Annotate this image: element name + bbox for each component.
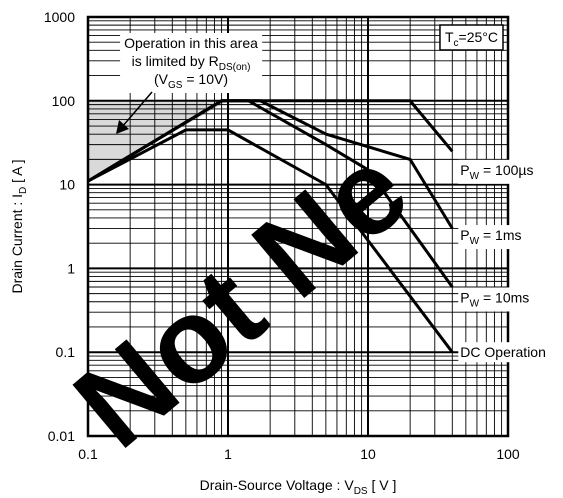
x-axis-title-sub: DS <box>354 486 368 497</box>
annotation-arrow-head <box>116 120 129 134</box>
series-label-4: DC Operation <box>458 342 548 363</box>
x-axis-title-main: Drain-Source Voltage : V <box>200 477 355 493</box>
y-tick-label: 0.01 <box>48 428 75 444</box>
temperature-box-frame <box>439 24 504 51</box>
series-label-3: PW = 10ms <box>458 287 532 312</box>
y-tick-label: 1 <box>67 260 75 276</box>
annotation-arrow-shaft <box>121 91 153 128</box>
annotation-line-2: is limited by RDS(on) <box>132 53 251 73</box>
x-tick-label: 10 <box>360 446 376 462</box>
series-label-bg <box>458 342 548 363</box>
series-label-bg <box>458 225 524 250</box>
series-label-text: PW = 1ms <box>460 227 521 247</box>
y-tick-label: 0.1 <box>56 344 76 360</box>
x-tick-label: 100 <box>496 446 520 462</box>
series-layer <box>87 99 454 354</box>
y-tick-label: 10 <box>59 177 75 193</box>
annotation-line-1: Operation in this area <box>124 35 258 51</box>
series-label-1: PW = 100µs <box>458 159 536 184</box>
y-axis-title-sub: D <box>18 187 29 194</box>
series-label-bg <box>458 287 532 312</box>
series-label-text: PW = 100µs <box>460 162 533 182</box>
x-tick-label: 1 <box>224 446 232 462</box>
rds-on-annotation: Operation in this area is limited by RDS(… <box>120 33 263 93</box>
watermark-text: Not Ne <box>50 122 432 473</box>
x-tick-label: 0.1 <box>78 446 98 462</box>
series-label-bg <box>458 159 536 184</box>
series-label-text: DC Operation <box>460 344 546 360</box>
temperature-label: Tc=25°C <box>445 29 498 49</box>
x-axis-title: Drain-Source Voltage : VDS [ V ] <box>200 477 397 497</box>
series-label-text: PW = 10ms <box>460 289 529 309</box>
watermark: Not Ne <box>50 122 432 473</box>
x-axis-title-tail: [ V ] <box>368 477 397 493</box>
annotation-line-3: (VGS = 10V) <box>154 71 228 91</box>
soa-curve-3 <box>87 99 454 288</box>
series-labels: PW = 100µs PW = 1ms PW = 10ms DC Operation <box>458 159 548 363</box>
y-axis-title-main: Drain Current : I <box>9 194 25 294</box>
temperature-box: Tc=25°C <box>439 24 504 51</box>
y-axis-title-tail: [ A ] <box>9 159 25 186</box>
annotation-layer: Tc=25°C Operation in this area is limited … <box>116 24 504 134</box>
series-label-2: PW = 1ms <box>458 225 524 250</box>
annotation-bg <box>120 33 263 93</box>
soa-curve-4 <box>87 128 454 354</box>
y-axis-title: Drain Current : ID [ A ] <box>9 159 29 293</box>
y-tick-label: 100 <box>52 93 76 109</box>
y-tick-label: 1000 <box>44 9 75 25</box>
